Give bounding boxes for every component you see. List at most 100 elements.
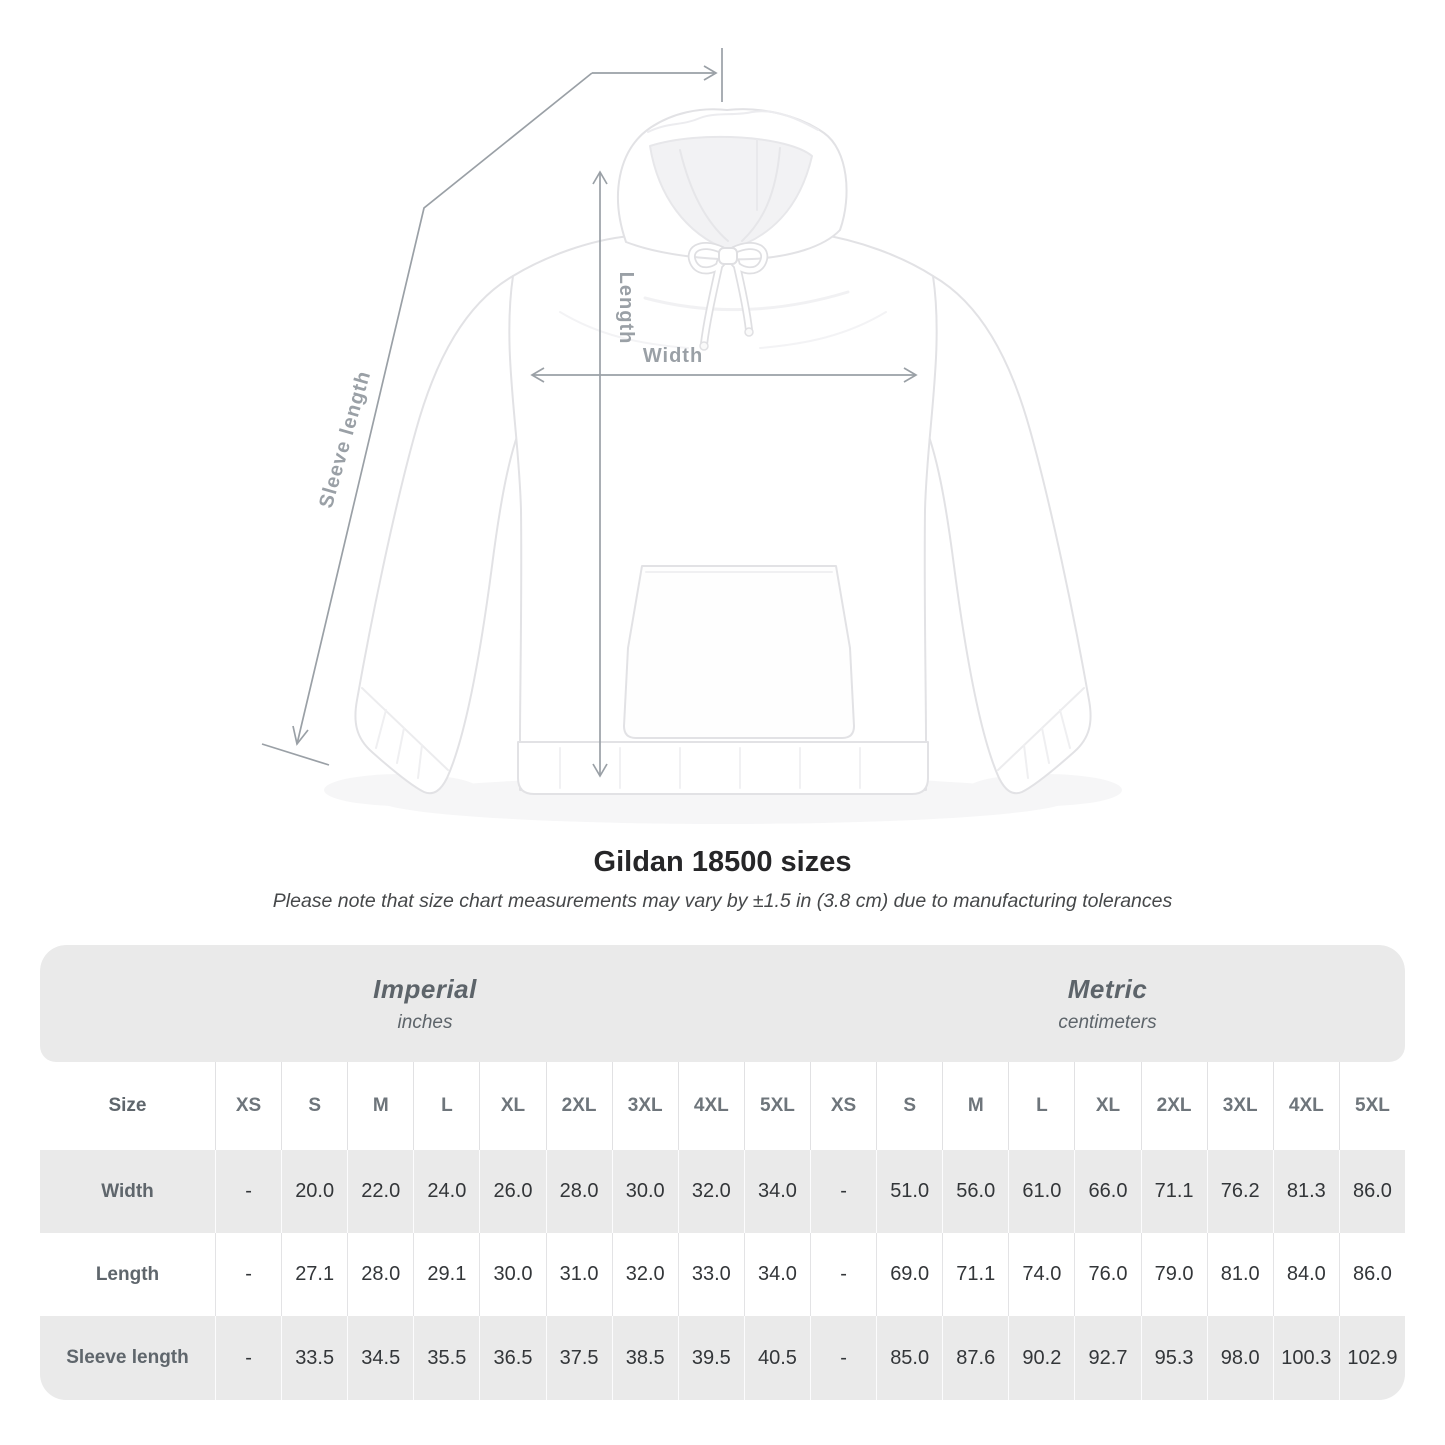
value-cell: 28.0 <box>347 1233 413 1316</box>
value-cell: 74.0 <box>1008 1233 1074 1316</box>
value-cell: 34.5 <box>347 1316 413 1400</box>
value-cell: 76.2 <box>1206 1150 1273 1233</box>
hoodie-measurement-diagram: Sleeve length Length Width <box>261 48 1092 795</box>
size-header: S <box>876 1062 942 1150</box>
value-cell: 100.3 <box>1272 1316 1339 1400</box>
value-cell: 71.1 <box>1140 1150 1207 1233</box>
size-header: 2XL <box>1140 1062 1207 1150</box>
value-cell: 28.0 <box>545 1150 612 1233</box>
value-cell: 95.3 <box>1140 1316 1207 1400</box>
value-cell: 34.0 <box>743 1233 810 1316</box>
sleeve-length-label: Sleeve length <box>315 368 375 511</box>
value-cell: 61.0 <box>1008 1150 1074 1233</box>
value-cell: 56.0 <box>942 1150 1008 1233</box>
hoodie-right-sleeve <box>918 275 1092 795</box>
value-cell: 20.0 <box>281 1150 347 1233</box>
hoodie-drawstrings <box>687 242 769 351</box>
value-cell: 76.0 <box>1074 1233 1140 1316</box>
value-cell: 66.0 <box>1074 1150 1140 1233</box>
size-header: XS <box>215 1062 281 1150</box>
value-cell: 38.5 <box>611 1316 678 1400</box>
unit-group-imperial: Imperial inches <box>40 945 810 1062</box>
size-header: XL <box>479 1062 545 1150</box>
value-cell: - <box>810 1316 876 1400</box>
value-cell: 33.5 <box>281 1316 347 1400</box>
size-header-row: Size XS S M L XL 2XL 3XL 4XL 5XL XS S M … <box>40 1062 1405 1150</box>
value-cell: 34.0 <box>743 1150 810 1233</box>
row-label: Length <box>95 1263 160 1285</box>
size-header: 3XL <box>1206 1062 1273 1150</box>
value-cell: 33.0 <box>677 1233 744 1316</box>
hoodie-illustration <box>354 108 1092 795</box>
value-cell: 32.0 <box>611 1233 678 1316</box>
value-cell: 92.7 <box>1074 1316 1140 1400</box>
value-cell: 35.5 <box>413 1316 479 1400</box>
value-cell: 86.0 <box>1338 1150 1405 1233</box>
table-row-length: Length - 27.1 28.0 29.1 30.0 31.0 32.0 3… <box>40 1233 1405 1316</box>
value-cell: 84.0 <box>1272 1233 1339 1316</box>
row-label: Sleeve length <box>66 1347 189 1368</box>
length-label: Length <box>615 272 637 345</box>
size-column-header: Size <box>108 1095 147 1116</box>
value-cell: - <box>215 1233 281 1316</box>
width-label: Width <box>643 345 703 367</box>
value-cell: 39.5 <box>677 1316 744 1400</box>
size-header: M <box>347 1062 413 1150</box>
size-header: M <box>942 1062 1008 1150</box>
value-cell: 86.0 <box>1338 1233 1405 1316</box>
size-header: L <box>413 1062 479 1150</box>
size-header: L <box>1008 1062 1074 1150</box>
size-table: Imperial inches Metric centimeters Size … <box>40 945 1405 1400</box>
value-cell: 51.0 <box>876 1150 942 1233</box>
size-header: 5XL <box>1338 1062 1405 1150</box>
value-cell: 79.0 <box>1140 1233 1207 1316</box>
row-label: Width <box>101 1180 154 1202</box>
value-cell: 98.0 <box>1206 1316 1273 1400</box>
unit-group-metric: Metric centimeters <box>810 945 1405 1062</box>
hoodie-waistband <box>517 741 929 795</box>
value-cell: - <box>215 1316 281 1400</box>
unit-header-band: Imperial inches Metric centimeters <box>40 945 1405 1062</box>
imperial-title: Imperial <box>373 973 477 1004</box>
page-title: Gildan 18500 sizes <box>593 846 852 878</box>
size-header: 5XL <box>743 1062 810 1150</box>
metric-unit: centimeters <box>1058 1011 1157 1033</box>
size-header: 4XL <box>677 1062 744 1150</box>
value-cell: 90.2 <box>1008 1316 1074 1400</box>
value-cell: 36.5 <box>479 1316 545 1400</box>
value-cell: 30.0 <box>611 1150 678 1233</box>
length-arrow <box>592 170 608 778</box>
value-cell: - <box>810 1150 876 1233</box>
sleeve-length-arrow <box>261 48 723 766</box>
size-header: 4XL <box>1272 1062 1339 1150</box>
value-cell: 30.0 <box>479 1233 545 1316</box>
size-header: 3XL <box>611 1062 678 1150</box>
size-header: XL <box>1074 1062 1140 1150</box>
size-header: 2XL <box>545 1062 612 1150</box>
imperial-unit: inches <box>397 1011 453 1033</box>
hoodie-left-sleeve <box>354 275 528 795</box>
size-header: XS <box>810 1062 876 1150</box>
tolerance-note: Please note that size chart measurements… <box>272 890 1173 912</box>
width-arrow <box>530 367 918 383</box>
hoodie-pocket <box>623 565 855 739</box>
value-cell: 81.3 <box>1272 1150 1339 1233</box>
table-row-width: Width - 20.0 22.0 24.0 26.0 28.0 30.0 32… <box>40 1150 1405 1233</box>
value-cell: 87.6 <box>942 1316 1008 1400</box>
metric-title: Metric <box>1067 973 1148 1004</box>
value-cell: 102.9 <box>1338 1316 1405 1400</box>
value-cell: 40.5 <box>743 1316 810 1400</box>
value-cell: - <box>215 1150 281 1233</box>
value-cell: 85.0 <box>876 1316 942 1400</box>
table-row-sleeve-length: Sleeve length - 33.5 34.5 35.5 36.5 37.5… <box>40 1316 1405 1400</box>
value-cell: 37.5 <box>545 1316 612 1400</box>
hoodie-hood <box>617 108 848 261</box>
value-cell: 69.0 <box>876 1233 942 1316</box>
value-cell: 31.0 <box>545 1233 612 1316</box>
value-cell: 22.0 <box>347 1150 413 1233</box>
value-cell: 32.0 <box>677 1150 744 1233</box>
value-cell: 71.1 <box>942 1233 1008 1316</box>
value-cell: 27.1 <box>281 1233 347 1316</box>
value-cell: 26.0 <box>479 1150 545 1233</box>
